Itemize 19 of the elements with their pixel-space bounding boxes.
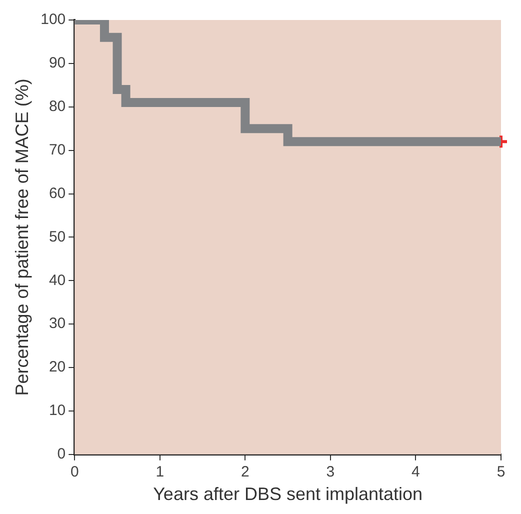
x-axis-title: Years after DBS sent implantation (153, 484, 423, 504)
x-tick-label: 0 (70, 464, 79, 481)
y-tick-label: 30 (48, 315, 66, 332)
x-tick-label: 4 (412, 464, 420, 481)
y-tick-label: 60 (48, 184, 66, 202)
y-tick-label: 90 (48, 54, 66, 72)
y-tick-label: 100 (40, 11, 66, 28)
y-tick-label: 50 (48, 228, 66, 246)
y-tick-label: 80 (48, 98, 66, 116)
y-tick-label: 20 (48, 358, 66, 376)
y-tick-label: 0 (57, 446, 66, 463)
x-tick-label: 5 (496, 464, 506, 481)
y-tick-label: 40 (48, 272, 66, 289)
x-tick-label: 2 (241, 464, 250, 481)
y-axis-title: Percentage of patient free of MACE (%) (12, 78, 32, 396)
x-tick-label: 1 (156, 464, 164, 481)
y-tick-label: 70 (48, 141, 66, 158)
x-tick-label: 3 (326, 464, 335, 481)
y-tick-label: 10 (48, 402, 66, 420)
